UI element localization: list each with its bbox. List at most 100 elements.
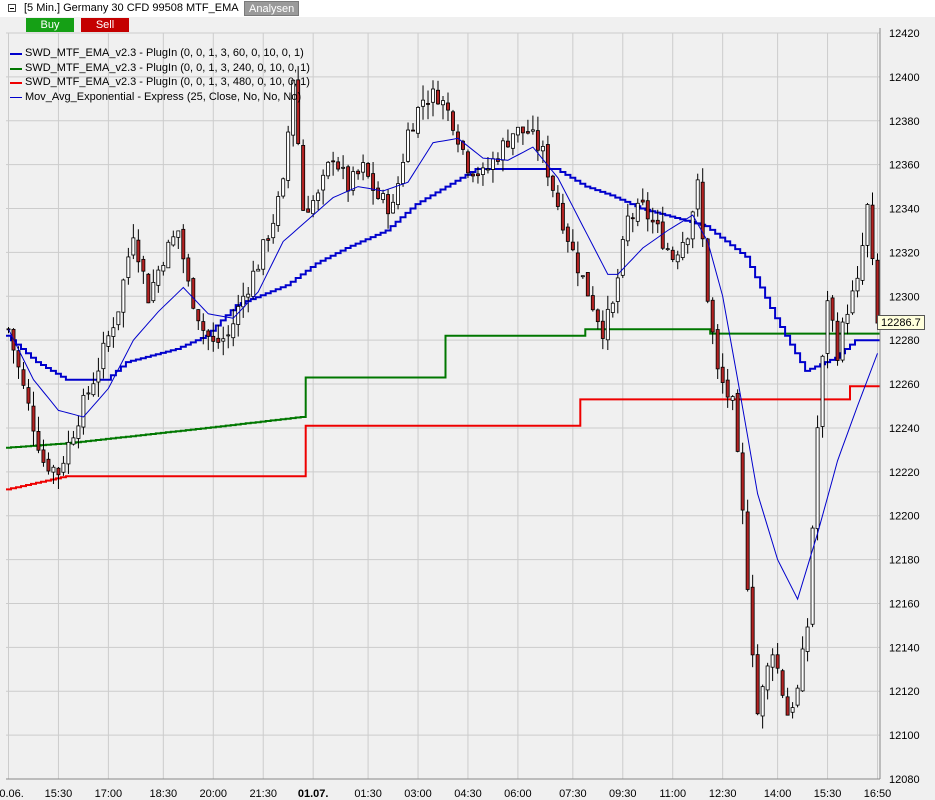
candle bbox=[391, 194, 396, 214]
candle bbox=[341, 155, 346, 180]
candle bbox=[486, 156, 490, 174]
series-line-mtf-60 bbox=[6, 168, 880, 381]
candle bbox=[386, 189, 391, 229]
legend-swatch bbox=[10, 82, 22, 84]
candle bbox=[595, 308, 600, 330]
candle bbox=[81, 388, 86, 435]
candle bbox=[471, 172, 475, 183]
candle bbox=[865, 202, 870, 258]
candle bbox=[76, 415, 81, 449]
candle bbox=[510, 133, 515, 156]
legend-swatch bbox=[10, 53, 22, 55]
candle bbox=[211, 322, 216, 352]
collapse-toggle-icon[interactable] bbox=[8, 4, 16, 12]
x-tick-label: 06:00 bbox=[504, 788, 532, 800]
candle bbox=[710, 297, 715, 345]
x-tick-label: 04:30 bbox=[454, 788, 482, 800]
candle bbox=[635, 198, 640, 227]
candle bbox=[795, 684, 800, 708]
candle bbox=[680, 231, 685, 261]
candle bbox=[575, 241, 580, 287]
candle bbox=[695, 173, 700, 217]
candle bbox=[141, 255, 146, 284]
candle bbox=[870, 192, 875, 266]
candle bbox=[466, 149, 470, 178]
legend-label: Mov_Avg_Exponential - Express (25, Close… bbox=[25, 90, 302, 103]
y-tick-label: 12320 bbox=[889, 247, 920, 259]
x-tick-label: 14:00 bbox=[764, 788, 792, 800]
candle bbox=[590, 286, 595, 312]
candle bbox=[181, 224, 186, 274]
candle bbox=[251, 260, 256, 300]
candle bbox=[630, 212, 635, 233]
sell-button[interactable]: Sell bbox=[81, 18, 129, 32]
candle bbox=[26, 378, 31, 411]
y-tick-label: 12380 bbox=[889, 116, 920, 128]
candle bbox=[16, 346, 21, 379]
candle bbox=[171, 230, 176, 247]
candle bbox=[520, 126, 525, 145]
candle bbox=[46, 452, 51, 475]
candle bbox=[495, 152, 500, 165]
x-tick-label: 18:30 bbox=[150, 788, 178, 800]
candle bbox=[361, 154, 366, 181]
y-tick-label: 12100 bbox=[889, 730, 920, 742]
buy-button[interactable]: Buy bbox=[26, 18, 74, 32]
analysen-button[interactable]: Analysen bbox=[244, 1, 300, 16]
candle bbox=[416, 106, 420, 138]
candle bbox=[600, 310, 605, 350]
candle bbox=[815, 415, 820, 541]
candle bbox=[720, 353, 725, 394]
candle bbox=[126, 247, 131, 285]
y-tick-label: 12120 bbox=[889, 686, 920, 698]
candle bbox=[261, 239, 266, 276]
candle bbox=[640, 188, 645, 206]
candle bbox=[675, 250, 680, 270]
candle bbox=[121, 278, 126, 328]
x-tick-label: 12:30 bbox=[709, 788, 737, 800]
candle bbox=[186, 253, 191, 287]
y-tick-label: 12160 bbox=[889, 598, 920, 610]
x-tick-label: 01:30 bbox=[354, 788, 382, 800]
candle bbox=[61, 456, 66, 476]
candle bbox=[106, 330, 111, 352]
candle bbox=[500, 137, 505, 172]
candle bbox=[451, 109, 455, 136]
candle bbox=[356, 169, 361, 180]
y-tick-label: 12280 bbox=[889, 335, 920, 347]
candle bbox=[550, 174, 555, 198]
candle bbox=[236, 294, 241, 337]
candle bbox=[51, 464, 56, 485]
candle bbox=[436, 80, 440, 105]
candle bbox=[615, 268, 620, 314]
candle bbox=[151, 269, 156, 303]
candle bbox=[725, 368, 730, 408]
candle bbox=[371, 162, 376, 205]
candle bbox=[301, 139, 306, 211]
y-tick-label: 12180 bbox=[889, 555, 920, 567]
candle bbox=[276, 191, 281, 232]
x-tick-label: 09:30 bbox=[609, 788, 637, 800]
candle bbox=[196, 309, 201, 330]
candle bbox=[411, 123, 415, 132]
y-tick-label: 12360 bbox=[889, 160, 920, 172]
candle bbox=[700, 168, 705, 247]
y-tick-label: 12300 bbox=[889, 291, 920, 303]
candle bbox=[545, 135, 550, 187]
legend-item-ema: Mov_Avg_Exponential - Express (25, Close… bbox=[10, 90, 310, 105]
candle bbox=[740, 442, 745, 525]
candle bbox=[306, 195, 311, 213]
candle bbox=[850, 280, 855, 315]
x-tick-label: 15:30 bbox=[814, 788, 842, 800]
candle bbox=[426, 90, 430, 120]
y-tick-label: 12080 bbox=[889, 774, 920, 786]
candle bbox=[790, 702, 795, 719]
candle bbox=[71, 430, 76, 446]
candle bbox=[730, 395, 735, 411]
candle bbox=[685, 237, 690, 254]
candle bbox=[351, 166, 356, 196]
x-tick-label: 21:30 bbox=[249, 788, 277, 800]
candle bbox=[605, 295, 610, 351]
y-tick-label: 12220 bbox=[889, 467, 920, 479]
